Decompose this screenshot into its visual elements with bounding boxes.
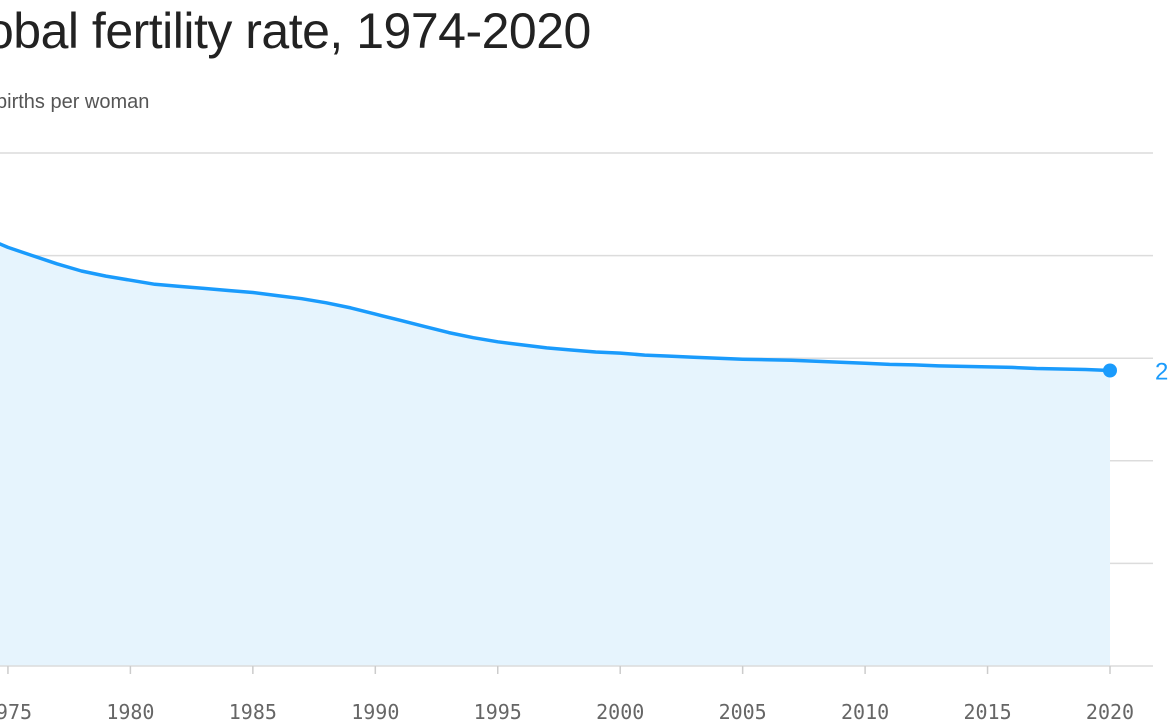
fertility-line bbox=[0, 242, 1112, 373]
x-tick-label: 1985 bbox=[229, 700, 277, 724]
x-tick-label: 2005 bbox=[719, 700, 767, 724]
x-tick-label: 2015 bbox=[963, 700, 1011, 724]
area-fill bbox=[0, 244, 1110, 666]
chart-subtitle: births per woman bbox=[0, 91, 150, 113]
x-tick-label: 1990 bbox=[351, 700, 399, 724]
end-value-label: 2 bbox=[1155, 359, 1168, 386]
x-tick-label: 1975 bbox=[0, 700, 32, 724]
x-tick-label: 2020 bbox=[1086, 700, 1134, 724]
chart-title: obal fertility rate, 1974-2020 bbox=[0, 3, 591, 59]
x-tick-label: 1980 bbox=[106, 700, 154, 724]
x-tick-label: 2000 bbox=[596, 700, 644, 724]
end-point bbox=[1103, 363, 1117, 378]
x-tick-label: 2010 bbox=[841, 700, 889, 724]
x-tick-label: 1995 bbox=[474, 700, 522, 724]
